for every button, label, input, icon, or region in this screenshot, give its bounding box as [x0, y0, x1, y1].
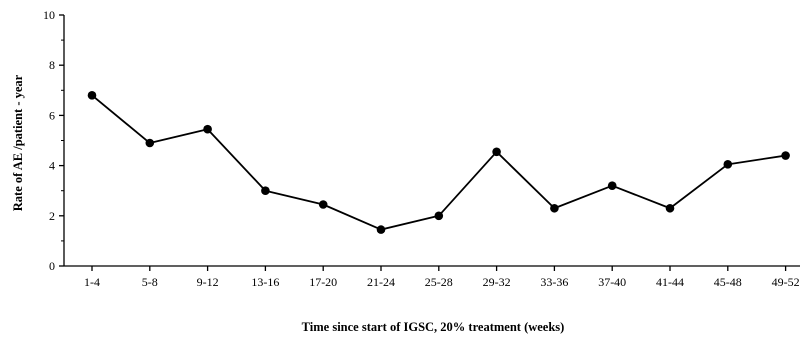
data-point-49-52	[781, 151, 790, 160]
y-tick-label: 2	[49, 209, 55, 223]
data-point-1-4	[87, 91, 97, 100]
x-axis: 1-4 5-8 9-12 13-16 17-20 21-24 25-28 29-32 33-36…	[64, 265, 800, 289]
x-tick-label: 25-28	[425, 275, 453, 289]
x-tick-label: 21-24	[367, 275, 395, 289]
series-line	[87, 91, 790, 234]
x-tick-label: 1-4	[84, 275, 100, 289]
x-ticks: 1-4 5-8 9-12 13-16 17-20 21-24 25-28 29-32 33-36…	[84, 266, 800, 289]
data-point-13-16	[261, 186, 270, 195]
x-tick-label: 17-20	[309, 275, 337, 289]
data-point-45-48	[723, 160, 733, 169]
x-axis-title: Time since start of IGSC, 20% treatment …	[302, 320, 565, 334]
data-point-25-28	[434, 211, 444, 221]
data-point-41-44	[665, 203, 675, 213]
x-tick-label: 33-36	[540, 275, 568, 289]
y-axis-title: Rate of AE /patient - year	[11, 74, 25, 211]
x-tick-label: 41-44	[656, 275, 684, 289]
x-tick-label: 37-40	[598, 275, 626, 289]
series-polyline	[91, 94, 786, 231]
y-tick-label: 0	[49, 259, 55, 273]
y-axis: 0 2 4 6 8 10	[43, 8, 65, 273]
x-tick-label: 13-16	[251, 275, 279, 289]
y-tick-label: 8	[49, 58, 55, 72]
y-tick-label: 6	[49, 108, 55, 122]
data-point-5-8	[145, 138, 155, 148]
data-point-21-24	[376, 225, 386, 234]
x-tick-label: 29-32	[483, 275, 511, 289]
y-tick-label: 10	[43, 8, 55, 22]
data-point-29-32	[492, 147, 501, 157]
data-point-17-20	[318, 200, 328, 209]
data-point-33-36	[550, 203, 559, 213]
y-ticks: 0 2 4 6 8 10	[43, 8, 64, 273]
x-tick-label: 45-48	[714, 275, 742, 289]
y-tick-label: 4	[49, 159, 55, 173]
x-tick-label: 49-52	[772, 275, 800, 289]
x-tick-label: 5-8	[142, 275, 158, 289]
x-tick-label: 9-12	[197, 275, 219, 289]
data-point-9-12	[203, 124, 212, 134]
data-point-37-40	[607, 181, 617, 190]
